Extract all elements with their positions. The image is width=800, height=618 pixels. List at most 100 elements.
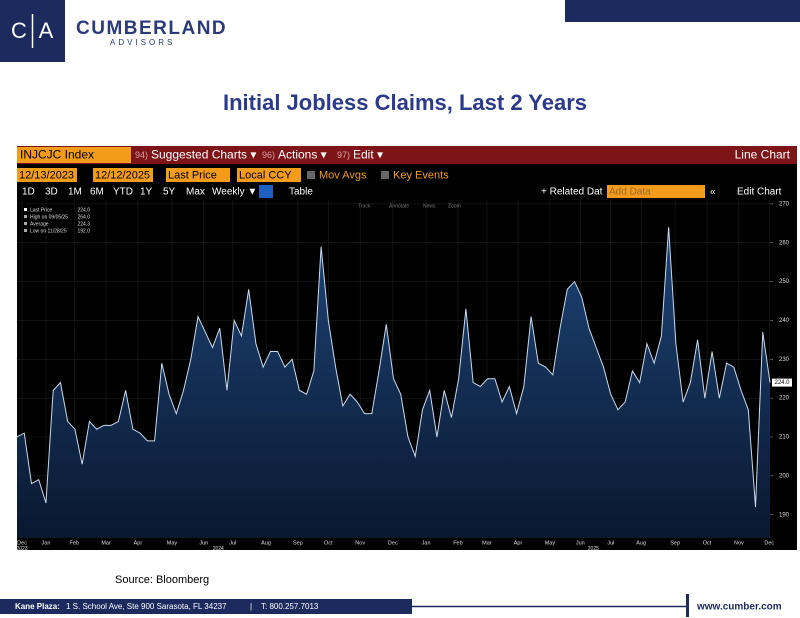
y-tick-label: 230 [779,357,790,363]
table-button: Table [289,187,313,198]
footer-url: www.cumber.com [696,602,782,613]
range-button: 1D [22,187,35,198]
x-tick-label: Apr [134,540,143,546]
x-tick-label: Oct [324,540,333,546]
footer-address: 1 S. School Ave, Ste 900 Sarasota, FL 34… [66,602,227,611]
x-tick-label: Jul [229,540,236,546]
range-button: 5Y [163,187,176,198]
footer-bar [0,599,412,614]
x-tick-label: Jul [607,540,614,546]
area [17,227,770,538]
related: + Related Dat [541,187,603,198]
legend-label: High on 09/05/25 [30,214,68,220]
currency-box [237,168,301,182]
footer-phone: T: 800.257.7013 [261,602,319,611]
x-tick-label: Dec [764,540,774,546]
menu-item: Edit ▾ [353,148,383,162]
period: Weekly ▼ [212,187,257,198]
menu-item: Suggested Charts ▾ [151,148,256,162]
last-price-label: 224.0 [774,380,790,386]
add-data: Add Data [609,187,651,198]
end-date: 12/12/2025 [95,169,150,181]
ticker: INJCJC Index [20,148,94,162]
chart-tool: News [423,203,436,209]
legend-swatch [24,208,27,211]
menu-number: 94) [135,150,148,160]
range-button: 6M [90,187,104,198]
x-tick-label: Feb [453,540,462,546]
field: Last Price [168,169,217,181]
legend-label: Low on 11/28/25 [30,228,67,234]
menu-number: 97) [337,150,350,160]
y-tick-label: 200 [779,473,790,479]
y-tick-label: 260 [779,240,790,246]
range-button: 3D [45,187,58,198]
range-button: Max [186,187,205,198]
checkbox [381,171,389,179]
currency: Local CCY [239,169,292,181]
legend-label: Average [30,221,49,227]
ticker-box [17,147,131,163]
url-mark [686,594,689,617]
x-tick-label: Nov [355,540,365,546]
top-bar [565,0,800,22]
range-button: 1Y [140,187,153,198]
date-box [93,168,153,182]
edit-chart: Edit Chart [737,187,782,198]
source: Source: Bloomberg [115,574,209,586]
chart-tool: Zoom [448,203,461,209]
terminal-menu-bar [17,146,797,164]
year-label: 2025 [588,546,599,552]
x-tick-label: Sep [670,540,680,546]
checkbox [307,171,315,179]
chart-type: Line Chart [735,148,791,162]
x-tick-label: Aug [636,540,646,546]
menu-item: Actions ▾ [278,148,327,162]
add-data-box [607,185,705,198]
y-tick-label: 240 [779,318,790,324]
y-tick-label: 250 [779,279,790,285]
legend-value: 224.0 [77,207,90,213]
y-tick-label: 270 [779,201,790,207]
range-button: YTD [113,187,133,198]
option: Mov Avgs [319,169,367,181]
legend-value: 264.0 [77,214,90,220]
x-tick-label: Feb [69,540,78,546]
x-tick-label: Jun [576,540,585,546]
x-tick-label: Mar [101,540,111,546]
x-tick-label: May [545,540,556,546]
year-label: 2024 [213,546,224,552]
footer-label: Kane Plaza: [15,602,60,611]
year-label: 2023 [17,546,28,552]
x-tick-label: Aug [261,540,271,546]
line [16,227,771,507]
chart-tool: Track [358,203,371,209]
y-tick-label: 220 [779,396,790,402]
logo-letter: A [39,18,54,43]
x-tick-label: Jan [42,540,51,546]
x-tick-label: Dec [17,540,27,546]
brand-sub: ADVISORS [110,38,175,47]
legend-value: 224.3 [77,221,90,227]
range-button: 1M [68,187,82,198]
footer-separator: | [250,602,252,611]
legend-swatch [24,222,27,225]
legend-label: Last Price [30,207,52,213]
legend-swatch [24,229,27,232]
x-tick-label: Jan [422,540,431,546]
logo-letter: C [11,18,27,43]
x-tick-label: May [167,540,178,546]
y-tick-label: 190 [779,512,790,518]
collapse: « [710,187,716,198]
x-tick-label: Nov [734,540,744,546]
chart-icon [259,185,273,198]
date-box [17,168,77,182]
legend-value: 192.0 [77,228,90,234]
slide-title: Initial Jobless Claims, Last 2 Years [223,90,587,115]
last-price-box [772,378,792,387]
x-tick-label: Jun [199,540,208,546]
x-tick-label: Oct [703,540,712,546]
x-tick-label: Sep [293,540,303,546]
x-tick-label: Mar [482,540,492,546]
